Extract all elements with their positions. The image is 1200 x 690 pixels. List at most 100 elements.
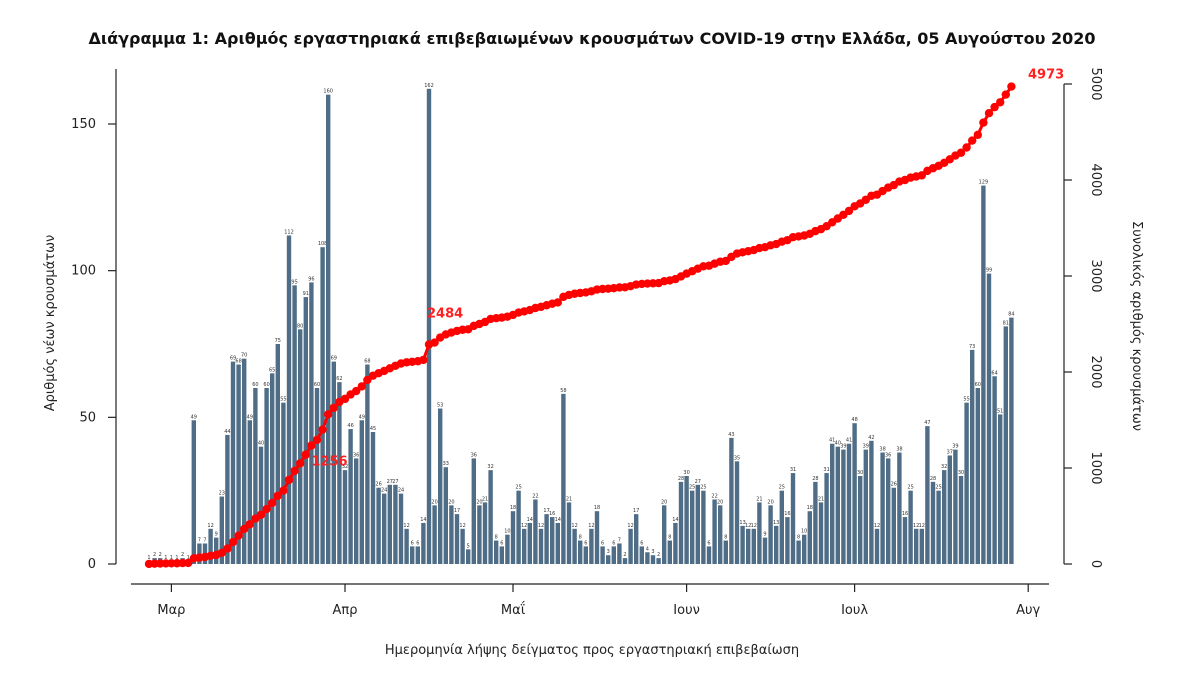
bar-value-label: 6	[584, 540, 587, 546]
bar-value-label: 55	[963, 397, 969, 403]
bar-value-label: 68	[364, 359, 370, 365]
bar-value-label: 14	[672, 517, 678, 523]
bar	[757, 502, 762, 564]
left-tick-label: 0	[88, 557, 96, 572]
cumulative-point	[553, 298, 562, 307]
bar	[824, 473, 829, 564]
bar	[835, 446, 840, 564]
bar-value-label: 25	[700, 485, 706, 491]
cumulative-point	[296, 459, 305, 468]
bar-value-label: 55	[280, 397, 286, 403]
bar	[589, 528, 594, 564]
bar-value-label: 26	[375, 482, 381, 488]
bar	[393, 484, 398, 564]
bar	[958, 476, 964, 564]
bar	[667, 540, 672, 564]
bar	[869, 440, 874, 564]
bar-value-label: 6	[601, 540, 604, 546]
bar	[538, 528, 544, 564]
bar	[964, 402, 969, 564]
bar	[768, 505, 773, 564]
bar-value-label: 14	[420, 517, 426, 523]
bar	[908, 490, 913, 564]
bar-value-label: 4	[646, 546, 649, 552]
bar	[634, 514, 639, 564]
bar	[281, 402, 286, 564]
bar-value-label: 32	[342, 464, 348, 470]
bar-value-label: 18	[594, 505, 600, 511]
bar-value-label: 40	[835, 441, 841, 447]
bar	[494, 540, 499, 564]
bar-value-label: 60	[252, 382, 258, 388]
month-tick-label: Μαΐ	[501, 602, 526, 618]
bar-value-label: 96	[308, 276, 314, 282]
cumulative-annotation: 1256	[311, 454, 347, 469]
bar-value-label: 13	[773, 520, 779, 526]
bar	[314, 388, 320, 564]
bar-value-label: 1	[187, 555, 190, 561]
bar	[796, 540, 801, 564]
bar	[802, 534, 807, 564]
right-tick-label: 2000	[1088, 355, 1103, 388]
bar-value-label: 27	[387, 479, 393, 485]
bar-value-label: 12	[745, 523, 751, 529]
bar	[359, 420, 364, 564]
month-tick-label: Απρ	[333, 603, 358, 618]
bar	[499, 546, 504, 564]
bar-value-label: 8	[797, 535, 800, 541]
bar	[706, 546, 712, 564]
bar-value-label: 38	[879, 447, 885, 453]
bar-value-label: 5	[467, 543, 470, 549]
bar	[970, 349, 975, 564]
bar	[432, 505, 437, 564]
bar	[606, 555, 611, 564]
bar	[611, 546, 616, 564]
bar-value-label: 69	[230, 356, 236, 362]
bar-value-label: 18	[807, 505, 813, 511]
bar	[286, 235, 292, 564]
bar	[258, 446, 264, 564]
bar-value-label: 30	[857, 470, 863, 476]
bar	[320, 247, 325, 564]
bar-value-label: 25	[779, 485, 785, 491]
bar	[600, 546, 605, 564]
bar-value-label: 80	[297, 323, 303, 329]
bar	[953, 449, 958, 564]
bar-value-label: 108	[318, 241, 328, 247]
bar	[762, 537, 768, 564]
bar-value-label: 6	[707, 540, 710, 546]
cumulative-point	[307, 441, 316, 450]
bar	[656, 558, 661, 564]
bar-value-label: 10	[504, 529, 510, 535]
bar	[477, 505, 482, 564]
bar	[1003, 326, 1008, 564]
bar-value-label: 8	[579, 535, 582, 541]
bar-value-label: 6	[411, 540, 414, 546]
bar-value-label: 8	[668, 535, 671, 541]
bar	[482, 502, 488, 564]
month-tick-label: Ιουλ	[841, 603, 868, 618]
bar-value-label: 7	[198, 537, 201, 543]
bar-value-label: 14	[527, 517, 533, 523]
bar	[348, 429, 353, 564]
bar	[774, 525, 779, 564]
bar	[897, 452, 902, 564]
left-ticks: 0 50 100 150	[71, 117, 116, 572]
bar-value-label: 42	[868, 435, 874, 441]
bar-value-label: 39	[952, 444, 958, 450]
bar-value-label: 160	[323, 89, 333, 95]
bar-value-label: 14	[555, 517, 561, 523]
bar	[578, 540, 583, 564]
cumulative-annotation: 2484	[427, 307, 463, 322]
right-tick-label: 3000	[1088, 259, 1103, 292]
bar-value-label: 21	[818, 496, 824, 502]
bar	[438, 408, 443, 564]
bar	[292, 285, 297, 564]
bar-value-label: 12	[751, 523, 757, 529]
bar-value-label: 37	[947, 449, 953, 455]
bar-value-label: 48	[851, 417, 857, 423]
left-tick-label: 50	[79, 410, 96, 425]
bar	[639, 546, 644, 564]
bar	[326, 94, 331, 565]
